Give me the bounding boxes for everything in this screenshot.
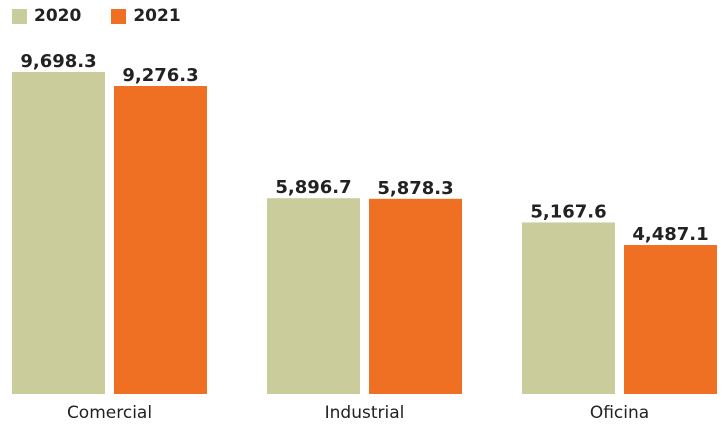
legend-item-2021: 2021	[111, 6, 181, 26]
category-label-industrial: Industrial	[325, 403, 405, 423]
bar-oficina-2020	[522, 222, 615, 394]
data-label-comercial-2021: 9,276.3	[122, 65, 198, 86]
category-label-comercial: Comercial	[67, 403, 152, 423]
legend-label-2020: 2020	[34, 6, 82, 26]
legend: 2020 2021	[12, 6, 211, 26]
bar-comercial-2021	[114, 86, 207, 395]
bar-oficina-2021	[624, 245, 717, 394]
data-label-industrial-2020: 5,896.7	[275, 177, 351, 198]
legend-label-2021: 2021	[133, 6, 181, 26]
bar-industrial-2021	[369, 198, 462, 394]
legend-swatch-2021	[111, 8, 127, 24]
legend-item-2020: 2020	[12, 6, 81, 26]
bar-comercial-2020	[12, 72, 105, 394]
category-label-oficina: Oficina	[590, 403, 649, 423]
data-label-comercial-2020: 9,698.3	[20, 51, 96, 72]
data-label-oficina-2021: 4,487.1	[632, 224, 708, 245]
legend-swatch-2020	[12, 8, 27, 24]
bar-industrial-2020	[267, 198, 360, 394]
data-label-industrial-2021: 5,878.3	[377, 178, 453, 199]
data-label-oficina-2020: 5,167.6	[530, 201, 606, 222]
